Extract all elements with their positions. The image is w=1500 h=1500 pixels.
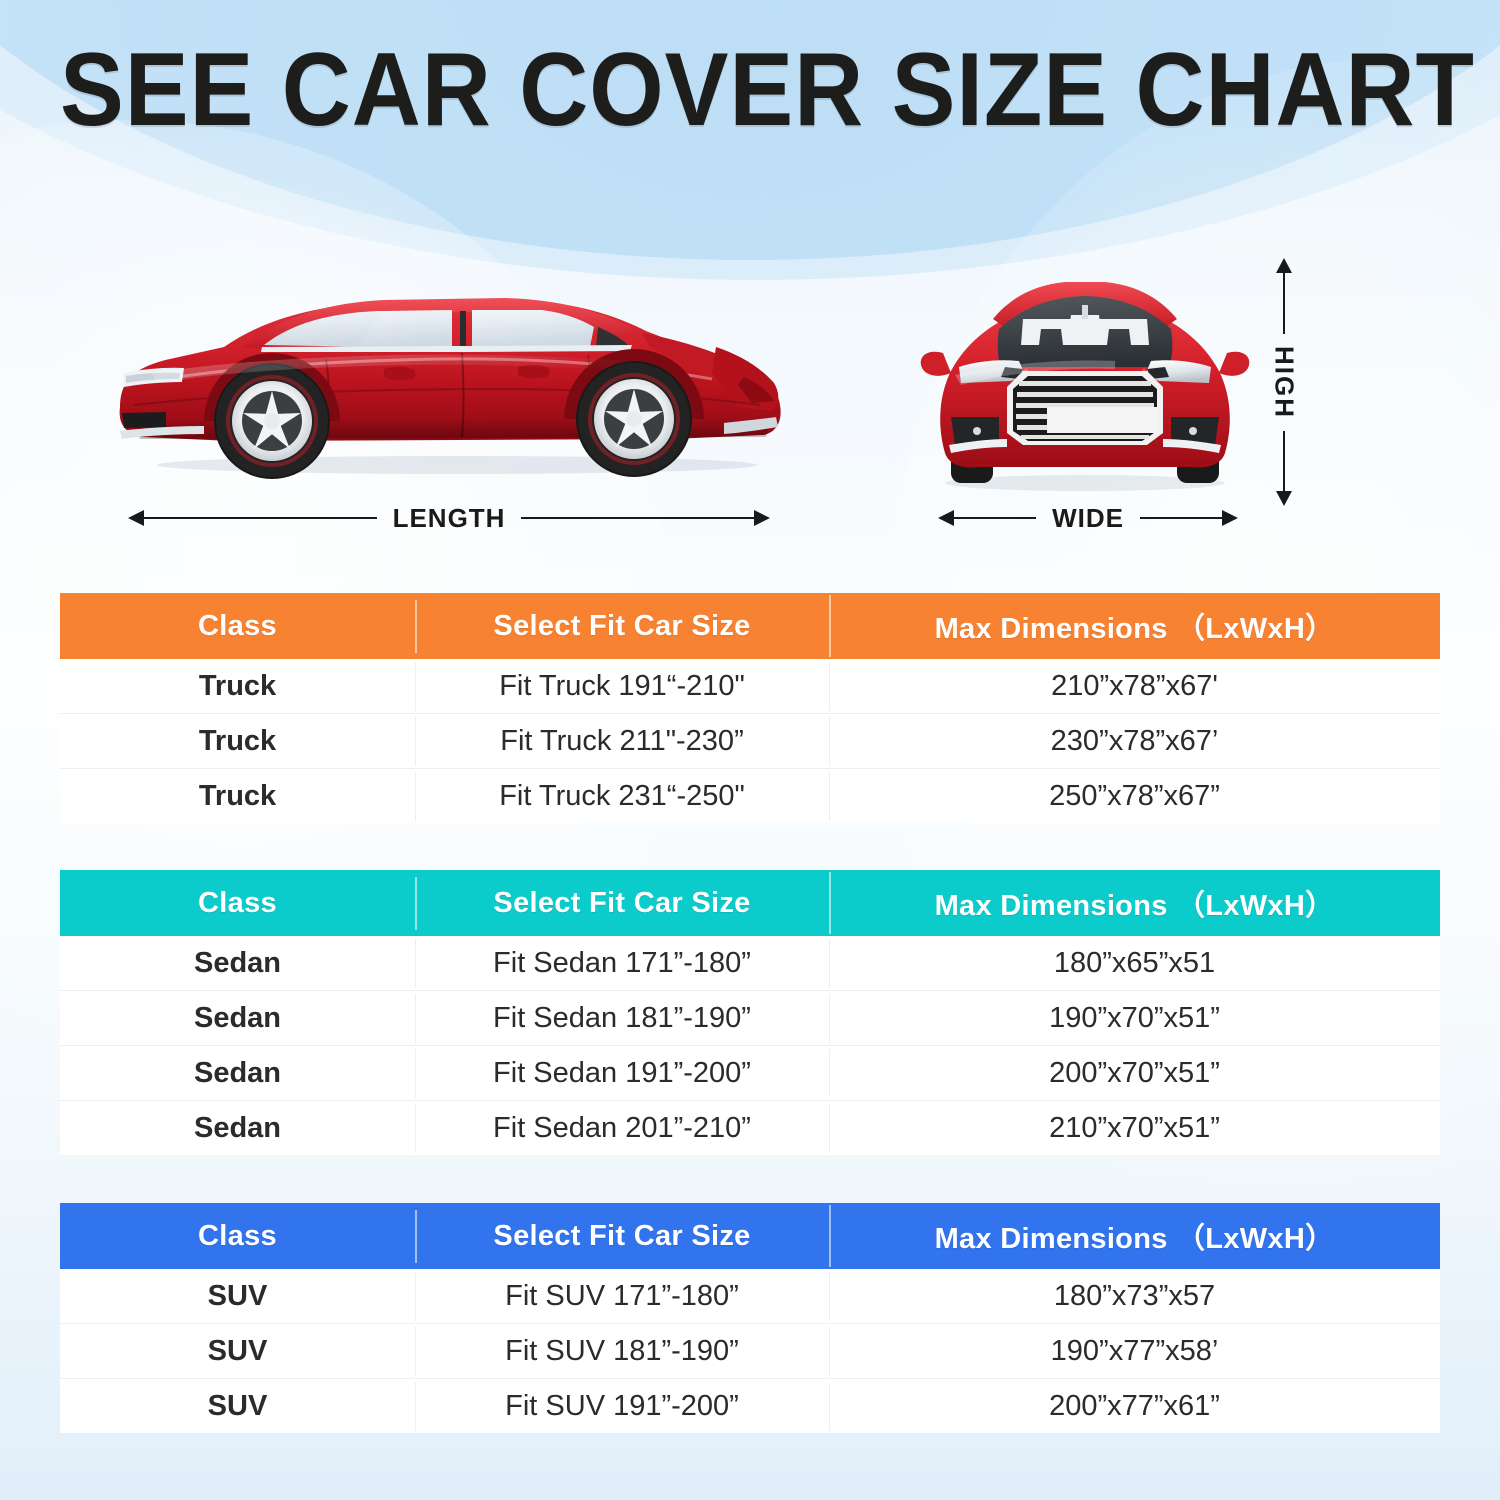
red-sedan-side-view-illustration xyxy=(119,298,781,479)
suv-table-header-row: Class Select Fit Car Size Max Dimensions… xyxy=(60,1203,1440,1269)
cell-max-dimensions: 230”x78”x67’ xyxy=(829,716,1440,766)
cell-fit-size: Fit Truck 191“-210" xyxy=(415,661,829,711)
cell-max-dimensions: 190”x77”x58’ xyxy=(829,1326,1440,1376)
table-row: Truck Fit Truck 211"-230” 230”x78”x67’ xyxy=(60,714,1440,769)
sedan-table-header-row: Class Select Fit Car Size Max Dimensions… xyxy=(60,870,1440,936)
cell-max-dimensions: 200”x70”x51” xyxy=(829,1048,1440,1098)
header-class: Class xyxy=(198,886,277,919)
table-row: Sedan Fit Sedan 181”-190” 190”x70”x51” xyxy=(60,991,1440,1046)
truck-size-table: Class Select Fit Car Size Max Dimensions… xyxy=(60,593,1440,823)
cell-fit-size: Fit Sedan 181”-190” xyxy=(415,993,829,1043)
cell-max-dimensions: 190”x70”x51” xyxy=(829,993,1440,1043)
wide-dimension-arrow: WIDE xyxy=(938,498,1239,538)
arrow-head-up-icon xyxy=(1276,258,1292,273)
cell-fit-size: Fit Sedan 201”-210” xyxy=(415,1103,829,1153)
wide-label: WIDE xyxy=(1052,502,1124,533)
cell-class: Sedan xyxy=(193,1001,282,1034)
arrow-line-left xyxy=(954,517,1037,519)
cell-max-dimensions: 180”x73”x57 xyxy=(829,1271,1440,1321)
cell-class: Truck xyxy=(198,724,277,757)
cell-max-dimensions: 250”x78”x67” xyxy=(829,771,1440,821)
length-label: LENGTH xyxy=(392,502,506,533)
arrow-line-bottom xyxy=(1283,430,1285,491)
cell-class: Truck xyxy=(198,779,277,812)
header-class: Class xyxy=(198,1219,277,1252)
arrow-head-right-icon xyxy=(754,510,771,526)
cell-class: SUV xyxy=(207,1389,268,1422)
cell-fit-size: Fit Sedan 191”-200” xyxy=(415,1048,829,1098)
header-max-dimensions: Max Dimensions （LxWxH） xyxy=(829,1205,1440,1267)
cell-max-dimensions: 180”x65”x51 xyxy=(829,938,1440,988)
page-title: SEE CAR COVER SIZE CHART xyxy=(60,32,1475,148)
cell-class: SUV xyxy=(207,1334,268,1367)
arrow-head-left-icon xyxy=(938,510,954,526)
cell-fit-size: Fit Truck 211"-230” xyxy=(415,716,829,766)
cell-fit-size: Fit Sedan 171”-180” xyxy=(415,938,829,988)
table-row: Sedan Fit Sedan 201”-210” 210”x70”x51” xyxy=(60,1101,1440,1155)
cell-class: Sedan xyxy=(193,1056,282,1089)
arrow-line-right xyxy=(521,517,755,519)
truck-table-header-row: Class Select Fit Car Size Max Dimensions… xyxy=(60,593,1440,659)
cell-fit-size: Fit SUV 181”-190” xyxy=(415,1326,829,1376)
red-sedan-front-view-illustration xyxy=(920,282,1250,491)
table-row: Truck Fit Truck 191“-210" 210”x78”x67' xyxy=(60,659,1440,714)
header-max-dimensions: Max Dimensions （LxWxH） xyxy=(829,872,1440,934)
header-class: Class xyxy=(198,609,277,642)
cell-fit-size: Fit SUV 191”-200” xyxy=(415,1381,829,1431)
header-max-dimensions: Max Dimensions （LxWxH） xyxy=(829,595,1440,657)
cell-class: Sedan xyxy=(193,946,282,979)
table-row: SUV Fit SUV 181”-190” 190”x77”x58’ xyxy=(60,1324,1440,1379)
arrow-line-left xyxy=(144,517,377,519)
header-select-fit-car-size: Select Fit Car Size xyxy=(415,599,829,653)
arrow-head-right-icon xyxy=(1222,510,1239,526)
header-select-fit-car-size: Select Fit Car Size xyxy=(415,1209,829,1263)
cell-class: SUV xyxy=(207,1279,268,1312)
arrow-head-left-icon xyxy=(128,510,144,526)
header-select-fit-car-size: Select Fit Car Size xyxy=(415,876,829,930)
cell-class: Sedan xyxy=(193,1111,282,1144)
table-row: Truck Fit Truck 231“-250" 250”x78”x67” xyxy=(60,769,1440,823)
arrow-line-top xyxy=(1283,273,1285,334)
cell-max-dimensions: 200”x77”x61” xyxy=(829,1381,1440,1431)
cell-max-dimensions: 210”x70”x51” xyxy=(829,1103,1440,1153)
table-row: SUV Fit SUV 171”-180” 180”x73”x57 xyxy=(60,1269,1440,1324)
sedan-size-table: Class Select Fit Car Size Max Dimensions… xyxy=(60,870,1440,1155)
cell-max-dimensions: 210”x78”x67' xyxy=(829,661,1440,711)
table-row: Sedan Fit Sedan 191”-200” 200”x70”x51” xyxy=(60,1046,1440,1101)
high-label: HIGH xyxy=(1269,345,1300,419)
cell-fit-size: Fit SUV 171”-180” xyxy=(415,1271,829,1321)
high-dimension-arrow: HIGH xyxy=(1258,258,1310,506)
cell-fit-size: Fit Truck 231“-250" xyxy=(415,771,829,821)
arrow-head-down-icon xyxy=(1276,491,1292,506)
suv-size-table: Class Select Fit Car Size Max Dimensions… xyxy=(60,1203,1440,1433)
length-dimension-arrow: LENGTH xyxy=(128,498,771,538)
table-row: Sedan Fit Sedan 171”-180” 180”x65”x51 xyxy=(60,936,1440,991)
table-row: SUV Fit SUV 191”-200” 200”x77”x61” xyxy=(60,1379,1440,1433)
arrow-line-right xyxy=(1139,517,1223,519)
cell-class: Truck xyxy=(198,669,277,702)
